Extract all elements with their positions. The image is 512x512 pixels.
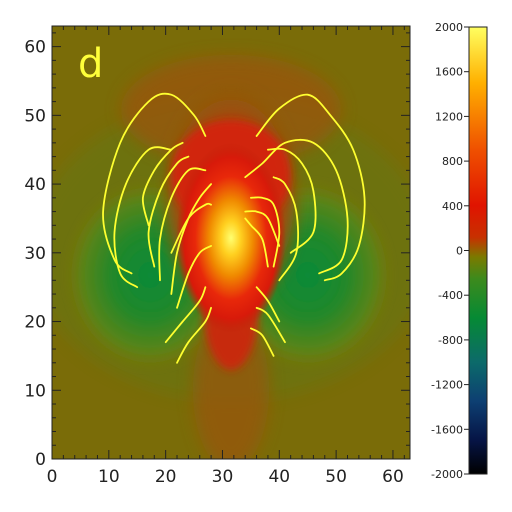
field-line-r10 (250, 327, 275, 357)
field-line-r3 (267, 147, 317, 254)
colorbar-tick-label--1600: -1600 (431, 423, 463, 436)
colorbar-tick-label-1200: 1200 (435, 110, 463, 123)
colorbar-tick-label-400: 400 (442, 200, 463, 213)
colorbar-tick-label--1200: -1200 (431, 379, 463, 392)
colorbar-tick-label--400: -400 (438, 289, 463, 302)
y-tick-label-50: 50 (24, 106, 46, 126)
field-line-r2 (244, 138, 349, 275)
field-line-l9 (164, 286, 207, 344)
x-tick-label-20: 20 (155, 467, 177, 487)
x-tick-label-40: 40 (268, 467, 290, 487)
field-line-r9 (255, 306, 286, 344)
colorbar-ticks: -2000 -1600 -1200 -800 -400 0 400 800 1200 1600 20… (431, 21, 469, 481)
field-line-l3 (141, 141, 184, 227)
field-line-r4 (272, 176, 299, 282)
x-axis: 0 10 20 30 40 50 60 (47, 26, 405, 487)
y-tick-label-40: 40 (24, 175, 46, 195)
field-line-l5 (158, 167, 207, 282)
colorbar-gradient (468, 26, 488, 475)
x-tick-label-30: 30 (212, 467, 234, 487)
field-line-r6 (244, 210, 281, 247)
y-tick-label-0: 0 (35, 450, 46, 470)
field-line-l1 (102, 92, 207, 275)
panel-label: d (78, 41, 103, 87)
plot-frame (51, 25, 411, 460)
colorbar-tick-label-1600: 1600 (435, 66, 463, 79)
positive-core (176, 143, 286, 333)
y-tick-label-60: 60 (24, 38, 46, 58)
colorbar: -2000 -1600 -1200 -800 -400 0 400 800 1200 1600 20… (431, 21, 488, 481)
field-lines (102, 92, 366, 364)
field-line-l7 (170, 202, 212, 254)
field-line-l2 (113, 146, 173, 289)
field-line-r1 (255, 93, 366, 282)
x-tick-label-60: 60 (382, 467, 404, 487)
x-tick-label-0: 0 (47, 467, 58, 487)
colorbar-tick-label--800: -800 (438, 334, 463, 347)
field-line-l4 (147, 155, 190, 268)
field-line-l8 (176, 245, 212, 309)
field-line-r8 (255, 286, 281, 323)
y-tick-label-20: 20 (24, 313, 46, 333)
colorbar-tick-label-0: 0 (456, 245, 463, 258)
colorbar-tick-label--2000: -2000 (431, 468, 463, 481)
y-axis: 0 10 20 30 40 50 60 (24, 32, 410, 470)
field-line-r7 (244, 217, 269, 268)
x-tick-label-50: 50 (325, 467, 347, 487)
colorbar-tick-label-2000: 2000 (435, 21, 463, 34)
field-line-l10 (176, 306, 212, 364)
colorbar-tick-label-800: 800 (442, 155, 463, 168)
x-tick-label-10: 10 (98, 467, 120, 487)
heatmap-field (52, 26, 410, 459)
y-tick-label-10: 10 (24, 381, 46, 401)
y-tick-label-30: 30 (24, 244, 46, 264)
